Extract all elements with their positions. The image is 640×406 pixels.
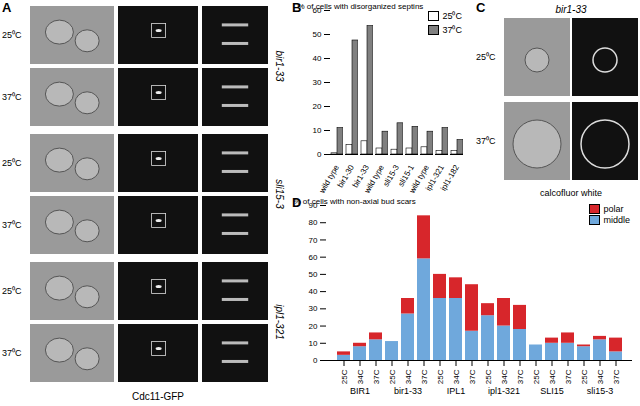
svg-text:ipl1-321: ipl1-321: [488, 386, 520, 396]
svg-text:60: 60: [309, 253, 318, 262]
svg-text:BIR1: BIR1: [350, 386, 370, 396]
svg-text:sli15-3: sli15-3: [274, 179, 285, 209]
svg-text:ipl1-182: ipl1-182: [439, 163, 461, 193]
svg-text:25C: 25C: [580, 369, 589, 384]
svg-text:34C: 34C: [404, 369, 413, 384]
svg-text:bir1-33: bir1-33: [555, 4, 587, 15]
svg-text:25⁰C: 25⁰C: [2, 286, 22, 296]
svg-text:calcofluor white: calcofluor white: [540, 188, 602, 198]
svg-text:25⁰C: 25⁰C: [476, 52, 496, 62]
svg-text:bir1-33: bir1-33: [274, 50, 285, 82]
svg-text:10: 10: [313, 126, 322, 135]
svg-text:30: 30: [309, 304, 318, 313]
svg-text:sli15-3: sli15-3: [587, 386, 614, 396]
svg-text:34C: 34C: [356, 369, 365, 384]
svg-text:bir1-33: bir1-33: [394, 386, 422, 396]
svg-text:0: 0: [317, 150, 322, 159]
svg-text:80: 80: [309, 218, 318, 227]
svg-text:37C: 37C: [420, 369, 429, 384]
svg-text:40: 40: [313, 54, 322, 63]
svg-text:34C: 34C: [452, 369, 461, 384]
svg-text:% of cells with disorganized s: % of cells with disorganized septins: [298, 2, 424, 11]
svg-text:SLI15: SLI15: [540, 386, 564, 396]
svg-text:34C: 34C: [548, 369, 557, 384]
svg-text:37C: 37C: [372, 369, 381, 384]
svg-text:IPL1: IPL1: [447, 386, 466, 396]
svg-text:25⁰C: 25⁰C: [2, 158, 22, 168]
svg-text:37C: 37C: [564, 369, 573, 384]
svg-text:40: 40: [309, 287, 318, 296]
svg-text:20: 20: [309, 322, 318, 331]
svg-text:25C: 25C: [340, 369, 349, 384]
svg-text:30: 30: [313, 78, 322, 87]
svg-text:37⁰C: 37⁰C: [2, 348, 22, 358]
svg-text:Cdc11-GFP: Cdc11-GFP: [132, 391, 184, 402]
svg-text:70: 70: [309, 236, 318, 245]
svg-text:37C: 37C: [468, 369, 477, 384]
svg-text:37C: 37C: [516, 369, 525, 384]
svg-text:wild type: wild type: [362, 163, 386, 196]
svg-text:25C: 25C: [388, 369, 397, 384]
svg-text:wild type: wild type: [317, 163, 341, 196]
svg-text:A: A: [2, 0, 12, 15]
svg-text:34C: 34C: [596, 369, 605, 384]
svg-text:37⁰C: 37⁰C: [2, 220, 22, 230]
svg-text:50: 50: [313, 30, 322, 39]
svg-text:34C: 34C: [500, 369, 509, 384]
svg-text:% of cells with non-axial bud: % of cells with non-axial bud scars: [294, 197, 416, 206]
svg-text:10: 10: [309, 339, 318, 348]
svg-text:37⁰C: 37⁰C: [2, 92, 22, 102]
svg-text:37C: 37C: [612, 369, 621, 384]
svg-text:25C: 25C: [484, 369, 493, 384]
svg-text:37⁰C: 37⁰C: [476, 136, 496, 146]
svg-text:20: 20: [313, 102, 322, 111]
svg-text:ipl1-321: ipl1-321: [274, 304, 285, 340]
svg-text:0: 0: [313, 356, 318, 365]
svg-text:C: C: [476, 0, 486, 15]
svg-text:25C: 25C: [532, 369, 541, 384]
svg-text:50: 50: [309, 270, 318, 279]
svg-text:25⁰C: 25⁰C: [2, 30, 22, 40]
svg-text:25C: 25C: [436, 369, 445, 384]
